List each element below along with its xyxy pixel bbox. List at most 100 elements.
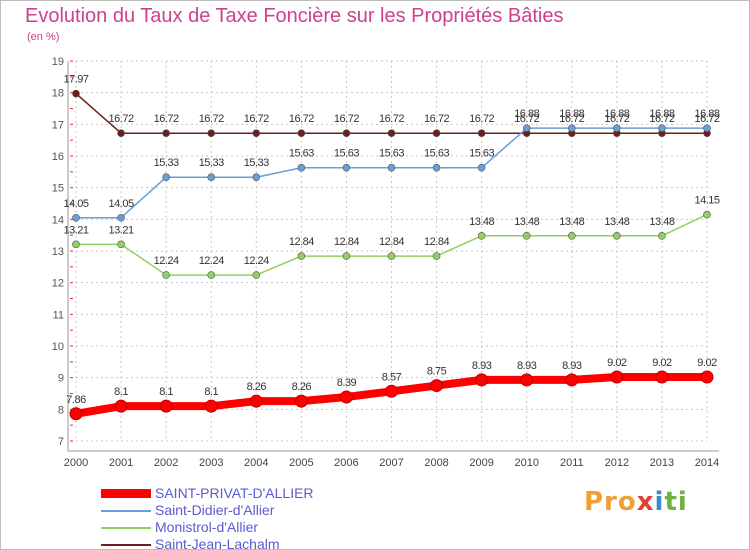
data-label-saint-privat-d-allier: 8.93	[472, 360, 492, 372]
data-point-saint-privat-d-allier	[475, 373, 489, 387]
data-label-saint-privat-d-allier: 8.93	[517, 360, 537, 372]
x-tick-label: 2005	[289, 457, 313, 469]
data-label-saint-didier-d-allier: 16.88	[694, 108, 719, 120]
data-point-monistrol-d-allier	[567, 232, 576, 240]
data-point-saint-didier-d-allier	[342, 163, 351, 172]
x-tick-label: 2014	[695, 457, 719, 469]
data-label-saint-jean-lachalm: 16.72	[469, 113, 494, 125]
data-label-monistrol-d-allier: 12.24	[154, 255, 179, 267]
data-point-monistrol-d-allier	[703, 210, 711, 219]
data-point-saint-jean-lachalm	[252, 129, 261, 137]
legend-label: SAINT-PRIVAT-D'ALLIER	[155, 485, 314, 501]
data-point-monistrol-d-allier	[117, 240, 125, 249]
data-label-monistrol-d-allier: 12.84	[334, 236, 359, 248]
data-label-monistrol-d-allier: 13.48	[559, 216, 584, 228]
x-tick-label: 2011	[560, 457, 584, 469]
data-label-saint-didier-d-allier: 15.63	[379, 148, 404, 160]
series-layer	[69, 89, 714, 421]
data-point-saint-privat-d-allier	[159, 399, 173, 413]
data-label-saint-privat-d-allier: 8.57	[382, 371, 402, 383]
legend-swatch	[101, 510, 151, 512]
data-label-saint-didier-d-allier: 15.63	[469, 148, 494, 160]
data-point-monistrol-d-allier	[252, 271, 261, 279]
data-point-saint-didier-d-allier	[567, 124, 576, 132]
data-label-saint-jean-lachalm: 16.72	[379, 113, 404, 125]
data-point-saint-privat-d-allier	[114, 399, 128, 413]
data-label-saint-jean-lachalm: 16.72	[154, 113, 179, 125]
data-point-saint-jean-lachalm	[162, 129, 170, 137]
y-tick-label: 13	[52, 246, 64, 258]
x-tick-label: 2003	[199, 457, 223, 469]
legend-swatch	[101, 544, 151, 546]
data-label-monistrol-d-allier: 12.24	[244, 255, 269, 267]
data-point-saint-privat-d-allier	[385, 384, 398, 398]
data-label-saint-privat-d-allier: 8.75	[427, 366, 447, 378]
y-tick-label: 7	[58, 436, 64, 448]
data-label-monistrol-d-allier: 13.21	[63, 224, 88, 236]
data-point-saint-didier-d-allier	[162, 173, 170, 182]
x-tick-label: 2012	[605, 457, 629, 469]
data-label-saint-didier-d-allier: 14.05	[63, 198, 88, 210]
data-label-saint-didier-d-allier: 15.33	[244, 157, 269, 169]
y-tick-label: 12	[52, 278, 64, 290]
proxiti-logo: Proxiti	[584, 487, 688, 517]
data-label-saint-didier-d-allier: 15.33	[199, 157, 224, 169]
y-tick-label: 17	[52, 119, 64, 131]
data-label-saint-didier-d-allier: 14.05	[109, 198, 134, 210]
data-point-saint-jean-lachalm	[342, 129, 351, 137]
y-tick-label: 11	[53, 309, 64, 321]
data-point-monistrol-d-allier	[72, 240, 80, 249]
data-point-saint-didier-d-allier	[117, 213, 125, 222]
data-point-saint-jean-lachalm	[207, 129, 216, 137]
data-label-saint-privat-d-allier: 8.26	[292, 381, 312, 393]
x-tick-label: 2000	[64, 457, 88, 469]
data-label-saint-privat-d-allier: 9.02	[697, 357, 717, 369]
data-label-monistrol-d-allier: 12.84	[289, 236, 314, 248]
data-point-saint-didier-d-allier	[477, 163, 486, 172]
data-point-saint-didier-d-allier	[658, 124, 666, 132]
data-label-saint-jean-lachalm: 16.72	[289, 113, 314, 125]
data-point-saint-privat-d-allier	[339, 390, 353, 404]
data-label-saint-didier-d-allier: 15.63	[334, 148, 359, 160]
data-label-saint-privat-d-allier: 7.86	[66, 394, 86, 406]
data-point-monistrol-d-allier	[207, 271, 216, 279]
data-point-saint-jean-lachalm	[477, 129, 486, 137]
data-point-saint-didier-d-allier	[207, 173, 216, 182]
data-label-saint-privat-d-allier: 8.93	[562, 360, 582, 372]
legend-label: Saint-Jean-Lachalm	[155, 536, 280, 550]
data-label-monistrol-d-allier: 13.48	[604, 216, 629, 228]
y-tick-label: 19	[52, 56, 64, 68]
data-label-saint-jean-lachalm: 16.72	[424, 113, 449, 125]
data-label-saint-jean-lachalm: 16.72	[199, 113, 224, 125]
data-point-saint-didier-d-allier	[72, 213, 80, 222]
data-label-monistrol-d-allier: 13.48	[514, 216, 539, 228]
data-label-saint-privat-d-allier: 8.26	[247, 381, 267, 393]
y-tick-label: 9	[58, 373, 64, 385]
data-label-saint-didier-d-allier: 15.63	[424, 148, 449, 160]
data-label-saint-jean-lachalm: 16.72	[694, 113, 719, 125]
chart-title: Evolution du Taux de Taxe Foncière sur l…	[25, 5, 564, 27]
data-label-saint-jean-lachalm: 16.72	[559, 113, 584, 125]
data-point-monistrol-d-allier	[658, 232, 666, 240]
x-tick-label: 2001	[109, 457, 133, 469]
data-point-saint-jean-lachalm	[297, 129, 306, 137]
x-tick-label: 2013	[650, 457, 674, 469]
data-label-saint-privat-d-allier: 8.39	[337, 377, 357, 389]
chart-unit-label: (en %)	[27, 31, 60, 43]
data-label-monistrol-d-allier: 13.48	[649, 216, 674, 228]
data-point-saint-didier-d-allier	[703, 124, 711, 132]
data-point-saint-didier-d-allier	[252, 173, 261, 182]
data-label-saint-privat-d-allier: 9.02	[652, 357, 672, 369]
y-tick-label: 14	[52, 214, 64, 226]
x-tick-label: 2002	[154, 457, 178, 469]
data-label-saint-jean-lachalm: 16.72	[244, 113, 269, 125]
data-label-monistrol-d-allier: 12.24	[199, 255, 224, 267]
data-point-saint-privat-d-allier	[520, 373, 534, 387]
data-label-saint-jean-lachalm: 16.72	[649, 113, 674, 125]
y-tick-label: 15	[52, 183, 64, 195]
data-point-saint-didier-d-allier	[613, 124, 621, 132]
data-label-saint-didier-d-allier: 16.88	[514, 108, 539, 120]
axis-layer: 7 8 9 10 11 12 13 14 15 16 17 18 19 2000 2001 2002 2003 2…	[52, 56, 719, 469]
data-point-monistrol-d-allier	[387, 252, 396, 260]
